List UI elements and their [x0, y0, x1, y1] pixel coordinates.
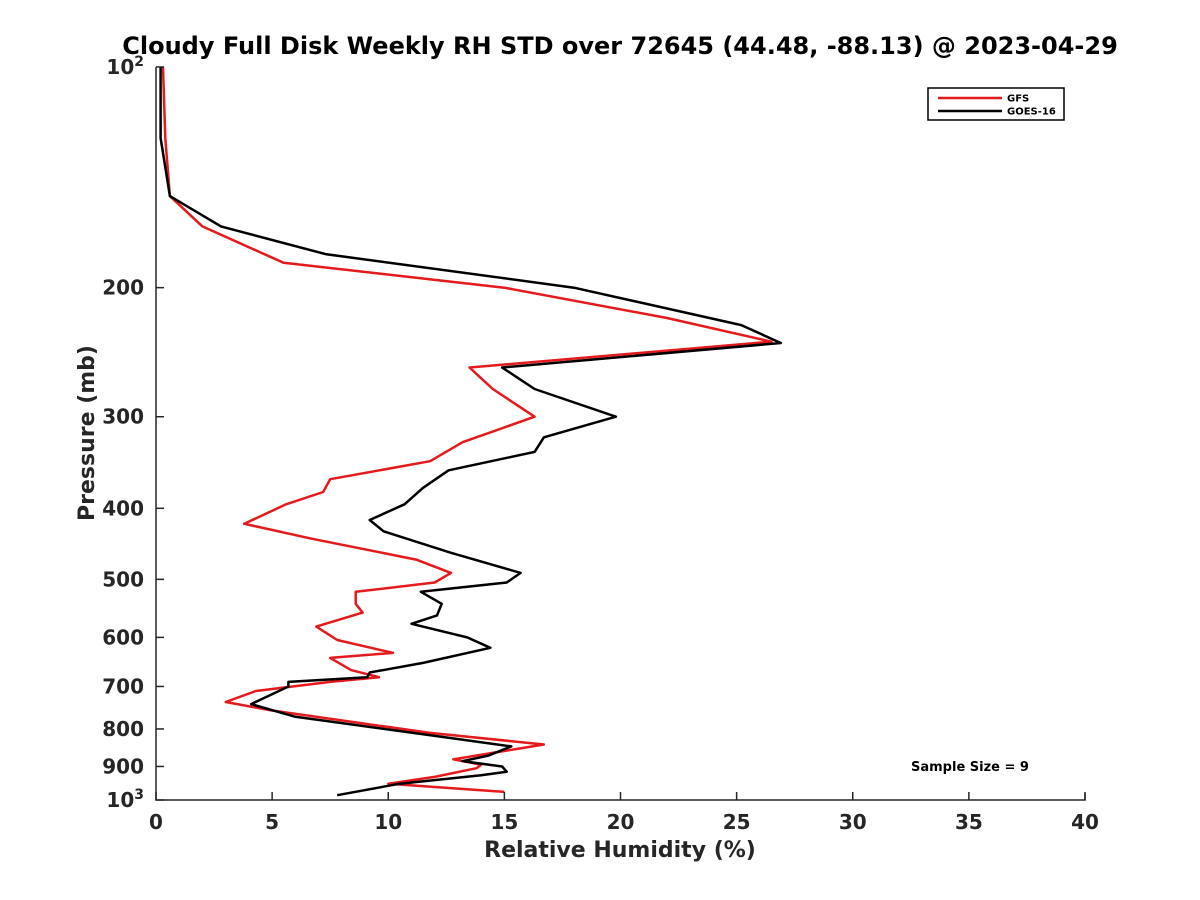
- y-tick-label: 300: [102, 405, 144, 429]
- series-line-gfs: [161, 66, 773, 794]
- y-tick-label: 500: [102, 567, 144, 591]
- series-line-goes-16: [159, 67, 783, 797]
- x-tick-label: 25: [723, 810, 751, 834]
- x-tick-label: 15: [490, 810, 518, 834]
- sample-size-annotation: Sample Size = 9: [911, 760, 1029, 775]
- x-tick-label: 30: [839, 810, 867, 834]
- y-tick-label: 103: [106, 787, 144, 812]
- x-tick-label: 35: [955, 810, 983, 834]
- legend-label-goes-16: GOES-16: [1007, 107, 1056, 118]
- axes: [155, 67, 1086, 801]
- x-tick-label: 20: [607, 810, 635, 834]
- x-tick-label: 0: [149, 810, 163, 834]
- y-tick-label: 800: [102, 717, 144, 741]
- y-tick-label: 900: [102, 754, 144, 778]
- y-tick-label: 700: [102, 674, 144, 698]
- x-tick-label: 5: [265, 810, 279, 834]
- x-tick-label: 40: [1071, 810, 1099, 834]
- y-axis: 102 200 300 400 500 600 700 800 900 103: [102, 54, 164, 812]
- x-axis: 0 5 10 15 20 25 30 35 40: [149, 792, 1099, 834]
- x-axis-label: Relative Humidity (%): [484, 838, 756, 863]
- y-tick-label: 400: [102, 496, 144, 520]
- series-layer: [159, 66, 783, 797]
- legend-label-gfs: GFS: [1007, 94, 1029, 105]
- y-axis-label: Pressure (mb): [75, 345, 100, 521]
- x-tick-label: 10: [374, 810, 402, 834]
- chart-title: Cloudy Full Disk Weekly RH STD over 7264…: [122, 32, 1118, 60]
- y-tick-label: 102: [106, 54, 144, 79]
- y-tick-label: 200: [102, 276, 144, 300]
- legend: GFS GOES-16: [927, 87, 1065, 121]
- legend-box: [927, 87, 1065, 121]
- y-tick-label: 600: [102, 625, 144, 649]
